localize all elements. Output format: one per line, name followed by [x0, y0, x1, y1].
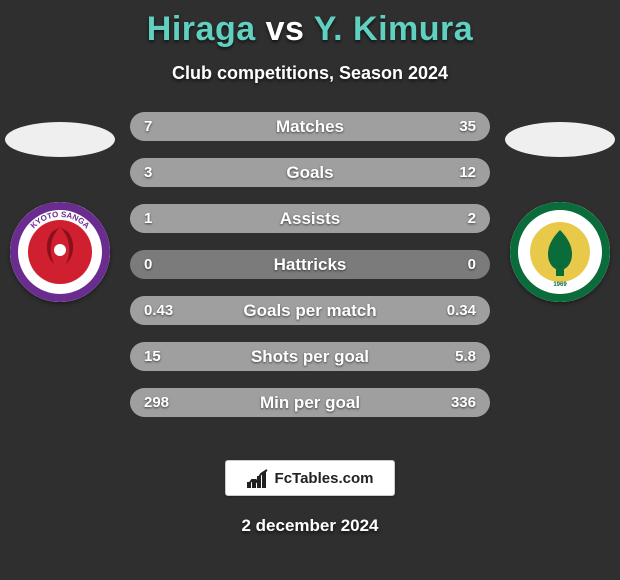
stat-row: Hattricks0 0	[130, 250, 490, 279]
stat-value-right: 2	[468, 210, 476, 227]
stat-label: Shots per goal	[130, 347, 490, 367]
player-left-portrait	[5, 122, 115, 157]
stat-row: Matches7 35	[130, 112, 490, 141]
stat-value-left: 7	[144, 118, 152, 135]
stats-list: Matches735Goals312Assists12Hattricks00Go…	[130, 112, 490, 417]
stat-value-left: 0	[144, 256, 152, 273]
stat-label: Goals per match	[130, 301, 490, 321]
club-badge-right: 1969 TOKYO VERDY	[510, 202, 610, 302]
stat-value-right: 0.34	[447, 302, 476, 319]
player-right-portrait	[505, 122, 615, 157]
fctables-icon	[247, 468, 269, 488]
title-part: vs	[256, 10, 314, 48]
club-badge-left: KYOTO SANGA	[10, 202, 110, 302]
subtitle: Club competitions, Season 2024	[0, 63, 620, 84]
stat-value-left: 0.43	[144, 302, 173, 319]
stat-label: Assists	[130, 209, 490, 229]
stat-value-right: 5.8	[455, 348, 476, 365]
stat-label: Min per goal	[130, 393, 490, 413]
stat-row: Shots per goal15 5.8	[130, 342, 490, 371]
stat-value-left: 1	[144, 210, 152, 227]
stat-label: Matches	[130, 117, 490, 137]
page-title: Hiraga vs Y. Kimura	[0, 0, 620, 49]
player-right-column: 1969 TOKYO VERDY	[500, 112, 620, 302]
footer-brand-text: FcTables.com	[275, 470, 374, 487]
stat-value-left: 15	[144, 348, 161, 365]
player-left-column: KYOTO SANGA	[0, 112, 120, 302]
stat-value-right: 35	[459, 118, 476, 135]
footer-brand-badge: FcTables.com	[225, 460, 395, 496]
stat-value-right: 0	[468, 256, 476, 273]
content-area: KYOTO SANGA Matches735Goals312Assists12H…	[0, 112, 620, 432]
stat-row: Min per goal298 336	[130, 388, 490, 417]
footer-date: 2 december 2024	[0, 516, 620, 536]
comparison-infographic: Hiraga vs Y. Kimura Club competitions, S…	[0, 0, 620, 580]
stat-label: Goals	[130, 163, 490, 183]
stat-value-left: 298	[144, 394, 169, 411]
stat-value-right: 12	[459, 164, 476, 181]
stat-row: Goals per match0.43 0.34	[130, 296, 490, 325]
stat-row: Goals3 12	[130, 158, 490, 187]
title-part: Hiraga	[147, 10, 256, 48]
title-part: Y. Kimura	[314, 10, 473, 48]
stat-row: Assists1 2	[130, 204, 490, 233]
stat-value-left: 3	[144, 164, 152, 181]
stat-value-right: 336	[451, 394, 476, 411]
stat-label: Hattricks	[130, 255, 490, 275]
svg-text:1969: 1969	[553, 282, 567, 288]
